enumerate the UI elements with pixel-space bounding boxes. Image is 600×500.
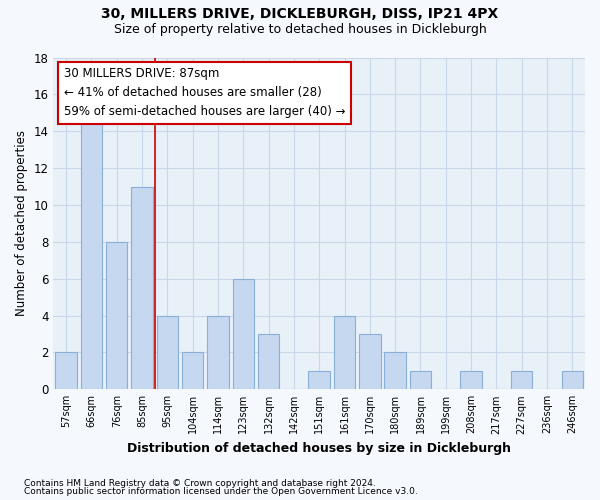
Bar xyxy=(308,371,330,390)
Text: Contains public sector information licensed under the Open Government Licence v3: Contains public sector information licen… xyxy=(24,487,418,496)
Bar xyxy=(359,334,380,390)
Bar xyxy=(106,242,127,390)
X-axis label: Distribution of detached houses by size in Dickleburgh: Distribution of detached houses by size … xyxy=(127,442,511,455)
Text: Contains HM Land Registry data © Crown copyright and database right 2024.: Contains HM Land Registry data © Crown c… xyxy=(24,478,376,488)
Bar xyxy=(511,371,532,390)
Bar xyxy=(182,352,203,390)
Bar xyxy=(410,371,431,390)
Bar xyxy=(385,352,406,390)
Y-axis label: Number of detached properties: Number of detached properties xyxy=(15,130,28,316)
Bar xyxy=(80,113,102,390)
Bar xyxy=(55,352,77,390)
Text: 30, MILLERS DRIVE, DICKLEBURGH, DISS, IP21 4PX: 30, MILLERS DRIVE, DICKLEBURGH, DISS, IP… xyxy=(101,8,499,22)
Bar xyxy=(258,334,280,390)
Bar xyxy=(131,186,153,390)
Text: Size of property relative to detached houses in Dickleburgh: Size of property relative to detached ho… xyxy=(113,22,487,36)
Bar xyxy=(233,278,254,390)
Text: 30 MILLERS DRIVE: 87sqm
← 41% of detached houses are smaller (28)
59% of semi-de: 30 MILLERS DRIVE: 87sqm ← 41% of detache… xyxy=(64,68,346,118)
Bar xyxy=(157,316,178,390)
Bar xyxy=(207,316,229,390)
Bar xyxy=(562,371,583,390)
Bar xyxy=(460,371,482,390)
Bar xyxy=(334,316,355,390)
